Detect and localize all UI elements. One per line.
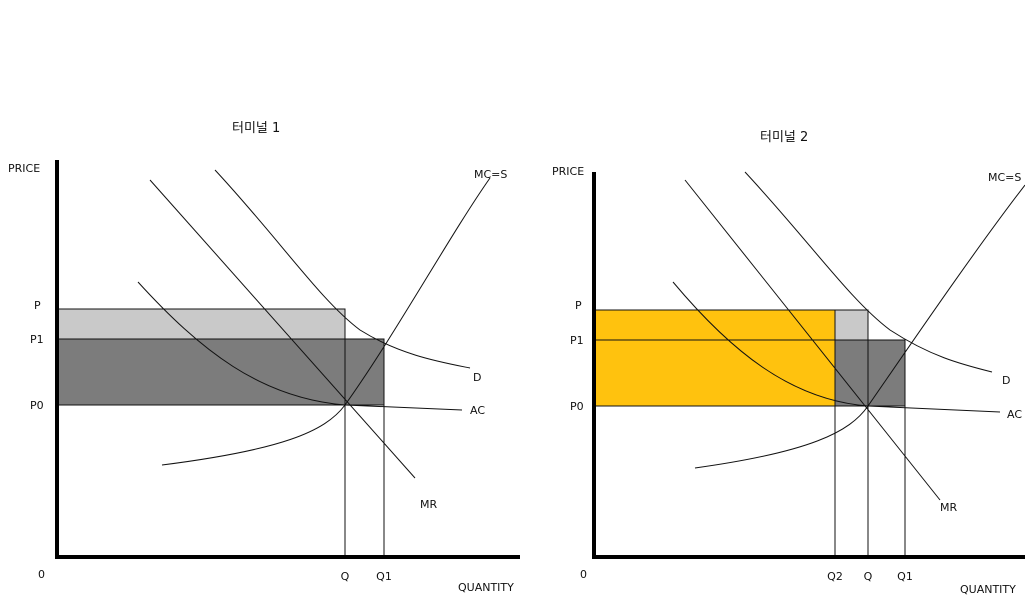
x-label: QUANTITY — [960, 583, 1016, 595]
price-label: P1 — [30, 333, 44, 346]
origin: 0 — [580, 568, 587, 581]
panel-title: 터미널 2 — [760, 130, 808, 145]
price-label: P0 — [30, 399, 44, 412]
ac-curve — [672, 281, 1001, 413]
quantity-label: Q1 — [897, 570, 913, 583]
d-curve — [214, 169, 471, 369]
y-label: PRICE — [552, 165, 584, 178]
curve-label: MR — [420, 498, 437, 511]
price-label: P1 — [570, 334, 584, 347]
panel-1: 터미널 1 PRICE QUANTITY 0 P P1 P0 Q Q1 MC=S… — [8, 121, 520, 594]
price-label: P — [575, 299, 582, 312]
area-dark — [834, 339, 906, 407]
curve-label: D — [1002, 374, 1010, 387]
quantity-label: Q — [864, 570, 873, 583]
y-label: PRICE — [8, 162, 40, 175]
origin: 0 — [38, 568, 45, 581]
price-label: P — [34, 299, 41, 312]
area-dark — [56, 338, 385, 406]
panel-title: 터미널 1 — [232, 121, 280, 136]
mr-curve — [684, 179, 941, 501]
price-label: P0 — [570, 400, 584, 413]
area-light — [834, 309, 869, 341]
d-curve — [744, 171, 993, 373]
curve-label: MC=S — [988, 171, 1021, 184]
quantity-label: Q — [341, 570, 350, 583]
mr-curve — [149, 179, 416, 479]
curve-label: AC — [470, 404, 485, 417]
curve-label: MR — [940, 501, 957, 514]
panel-2: 터미널 2 PRICE QUANTITY 0 P P1 P0 Q2 Q Q1 M… — [552, 130, 1025, 595]
ac-curve — [137, 281, 463, 411]
quantity-label: Q2 — [827, 570, 843, 583]
area-light — [56, 308, 346, 340]
mc-curve — [694, 184, 1025, 469]
quantity-label: Q1 — [376, 570, 392, 583]
x-label: QUANTITY — [458, 581, 514, 594]
area-yellow — [593, 309, 836, 407]
curve-label: D — [473, 371, 481, 384]
curve-label: AC — [1007, 408, 1022, 421]
curve-label: MC=S — [474, 168, 507, 181]
